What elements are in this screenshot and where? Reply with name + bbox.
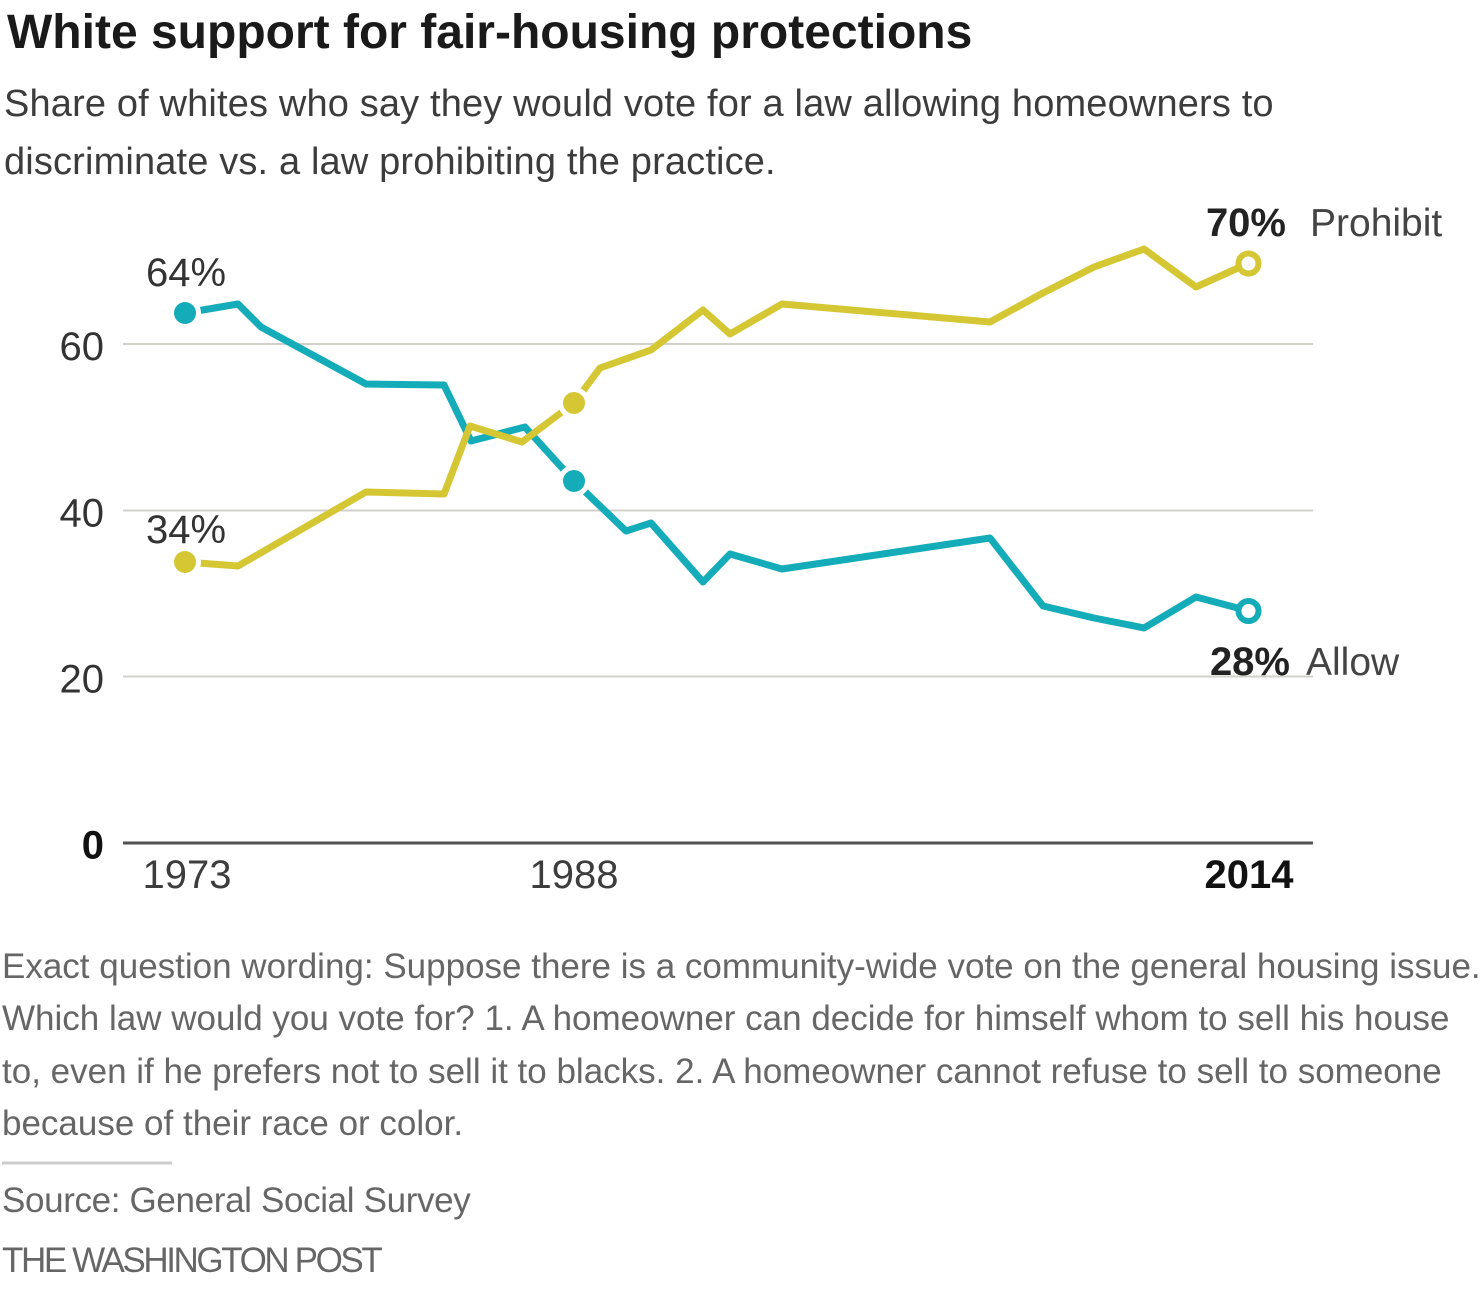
svg-text:Prohibit: Prohibit bbox=[1310, 202, 1442, 245]
svg-text:discriminate vs. a law prohibi: discriminate vs. a law prohibiting the p… bbox=[4, 141, 776, 183]
svg-text:to, even if he prefers not to: to, even if he prefers not to sell it to… bbox=[2, 1052, 1442, 1091]
svg-text:because of their race or color: because of their race or color. bbox=[2, 1104, 463, 1143]
svg-text:Source: General Social Survey: Source: General Social Survey bbox=[2, 1181, 471, 1220]
svg-text:Share of whites who say they w: Share of whites who say they would vote … bbox=[4, 83, 1274, 125]
svg-text:THE WASHINGTON POST: THE WASHINGTON POST bbox=[2, 1241, 382, 1280]
svg-text:Which law would you vote for?: Which law would you vote for? 1. A homeo… bbox=[2, 999, 1449, 1038]
svg-text:20: 20 bbox=[60, 658, 105, 702]
svg-text:28%: 28% bbox=[1210, 640, 1290, 684]
svg-text:Allow: Allow bbox=[1306, 641, 1400, 684]
svg-text:60: 60 bbox=[60, 325, 105, 369]
svg-text:White support for fair-housing: White support for fair-housing protectio… bbox=[7, 6, 972, 59]
svg-text:Exact question wording: Suppos: Exact question wording: Suppose there is… bbox=[2, 947, 1481, 986]
svg-text:40: 40 bbox=[60, 492, 105, 536]
svg-text:70%: 70% bbox=[1206, 201, 1286, 245]
svg-text:1988: 1988 bbox=[530, 853, 619, 897]
svg-text:1973: 1973 bbox=[143, 853, 232, 897]
svg-text:2014: 2014 bbox=[1205, 853, 1295, 897]
svg-text:0: 0 bbox=[82, 824, 104, 868]
svg-text:34%: 34% bbox=[146, 508, 226, 552]
svg-text:64%: 64% bbox=[146, 251, 226, 295]
